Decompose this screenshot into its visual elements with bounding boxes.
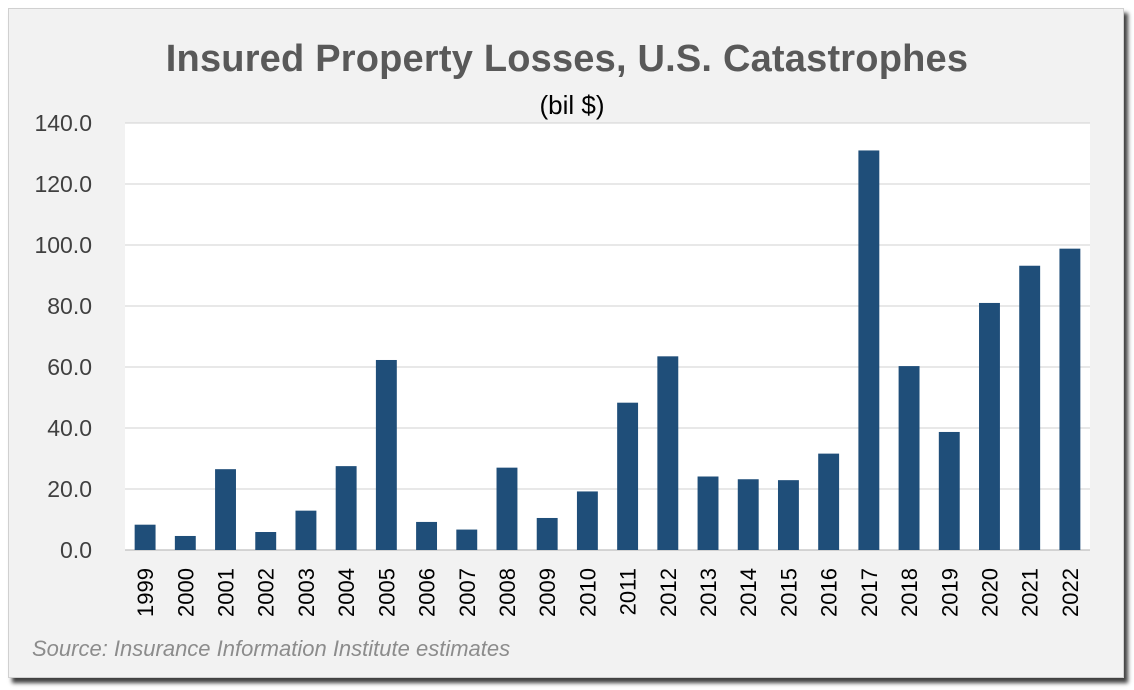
x-tick-label: 1999	[133, 568, 158, 617]
bar-2006	[416, 521, 438, 550]
x-tick-label: 2016	[817, 568, 842, 617]
bar-2012	[657, 356, 679, 550]
x-tick-label: 2004	[334, 568, 359, 617]
bar-2004	[335, 466, 357, 550]
y-tick-label: 0.0	[60, 537, 92, 563]
x-tick-label: 2001	[214, 568, 239, 617]
y-tick-label: 20.0	[47, 476, 92, 502]
bar-2018	[898, 366, 920, 550]
bar-2020	[979, 302, 1000, 550]
x-tick-label: 2010	[575, 568, 600, 617]
x-tick-label: 2013	[696, 568, 721, 617]
x-tick-label: 2011	[616, 568, 641, 615]
x-tick-label: 2009	[535, 568, 560, 617]
x-tick-label: 2015	[776, 568, 801, 617]
y-tick-label: 140.0	[34, 110, 92, 136]
chart-subtitle: (bil $)	[539, 90, 605, 120]
x-tick-label: 2019	[937, 568, 962, 617]
bar-2022	[1059, 248, 1081, 550]
y-tick-label: 80.0	[47, 293, 92, 319]
bar-2013	[697, 476, 719, 550]
bar-2011	[617, 402, 639, 550]
bar-2007	[456, 529, 478, 550]
y-tick-label: 120.0	[34, 171, 92, 197]
source-note: Source: Insurance Information Institute …	[32, 636, 511, 661]
chart-title: Insured Property Losses, U.S. Catastroph…	[165, 38, 969, 80]
plot-area	[125, 123, 1090, 550]
bar-2015	[777, 480, 799, 550]
x-tick-label: 2002	[254, 568, 279, 617]
bar-2010	[576, 491, 598, 550]
x-tick-label: 2018	[897, 568, 922, 617]
bar-2002	[255, 532, 277, 550]
x-tick-label: 2008	[495, 568, 520, 617]
x-tick-label: 2020	[977, 568, 1002, 617]
y-tick-label: 100.0	[34, 232, 92, 258]
y-tick-label: 60.0	[47, 354, 92, 380]
x-tick-label: 2022	[1058, 568, 1083, 617]
bar-2017	[858, 150, 880, 550]
x-tick-label: 2017	[857, 568, 882, 617]
bar-2003	[295, 510, 317, 550]
x-tick-label: 2003	[294, 568, 319, 617]
x-tick-label: 2021	[1018, 568, 1043, 617]
bar-2021	[1019, 265, 1041, 550]
x-tick-label: 2005	[374, 568, 399, 617]
y-tick-label: 40.0	[47, 415, 92, 441]
bar-2005	[375, 359, 397, 550]
x-tick-label: 2014	[736, 568, 761, 617]
bar-2001	[215, 469, 236, 550]
bar-2014	[737, 479, 759, 550]
x-tick-label: 2006	[415, 568, 440, 617]
x-tick-label: 2012	[656, 568, 681, 617]
bar-2000	[174, 535, 196, 550]
x-tick-label: 2000	[173, 568, 198, 617]
x-tick-label: 2007	[455, 568, 480, 617]
bar-1999	[134, 524, 156, 550]
bar-2016	[818, 453, 840, 550]
bar-2009	[536, 517, 558, 550]
bar-2008	[496, 467, 518, 550]
bar-2019	[938, 431, 960, 550]
